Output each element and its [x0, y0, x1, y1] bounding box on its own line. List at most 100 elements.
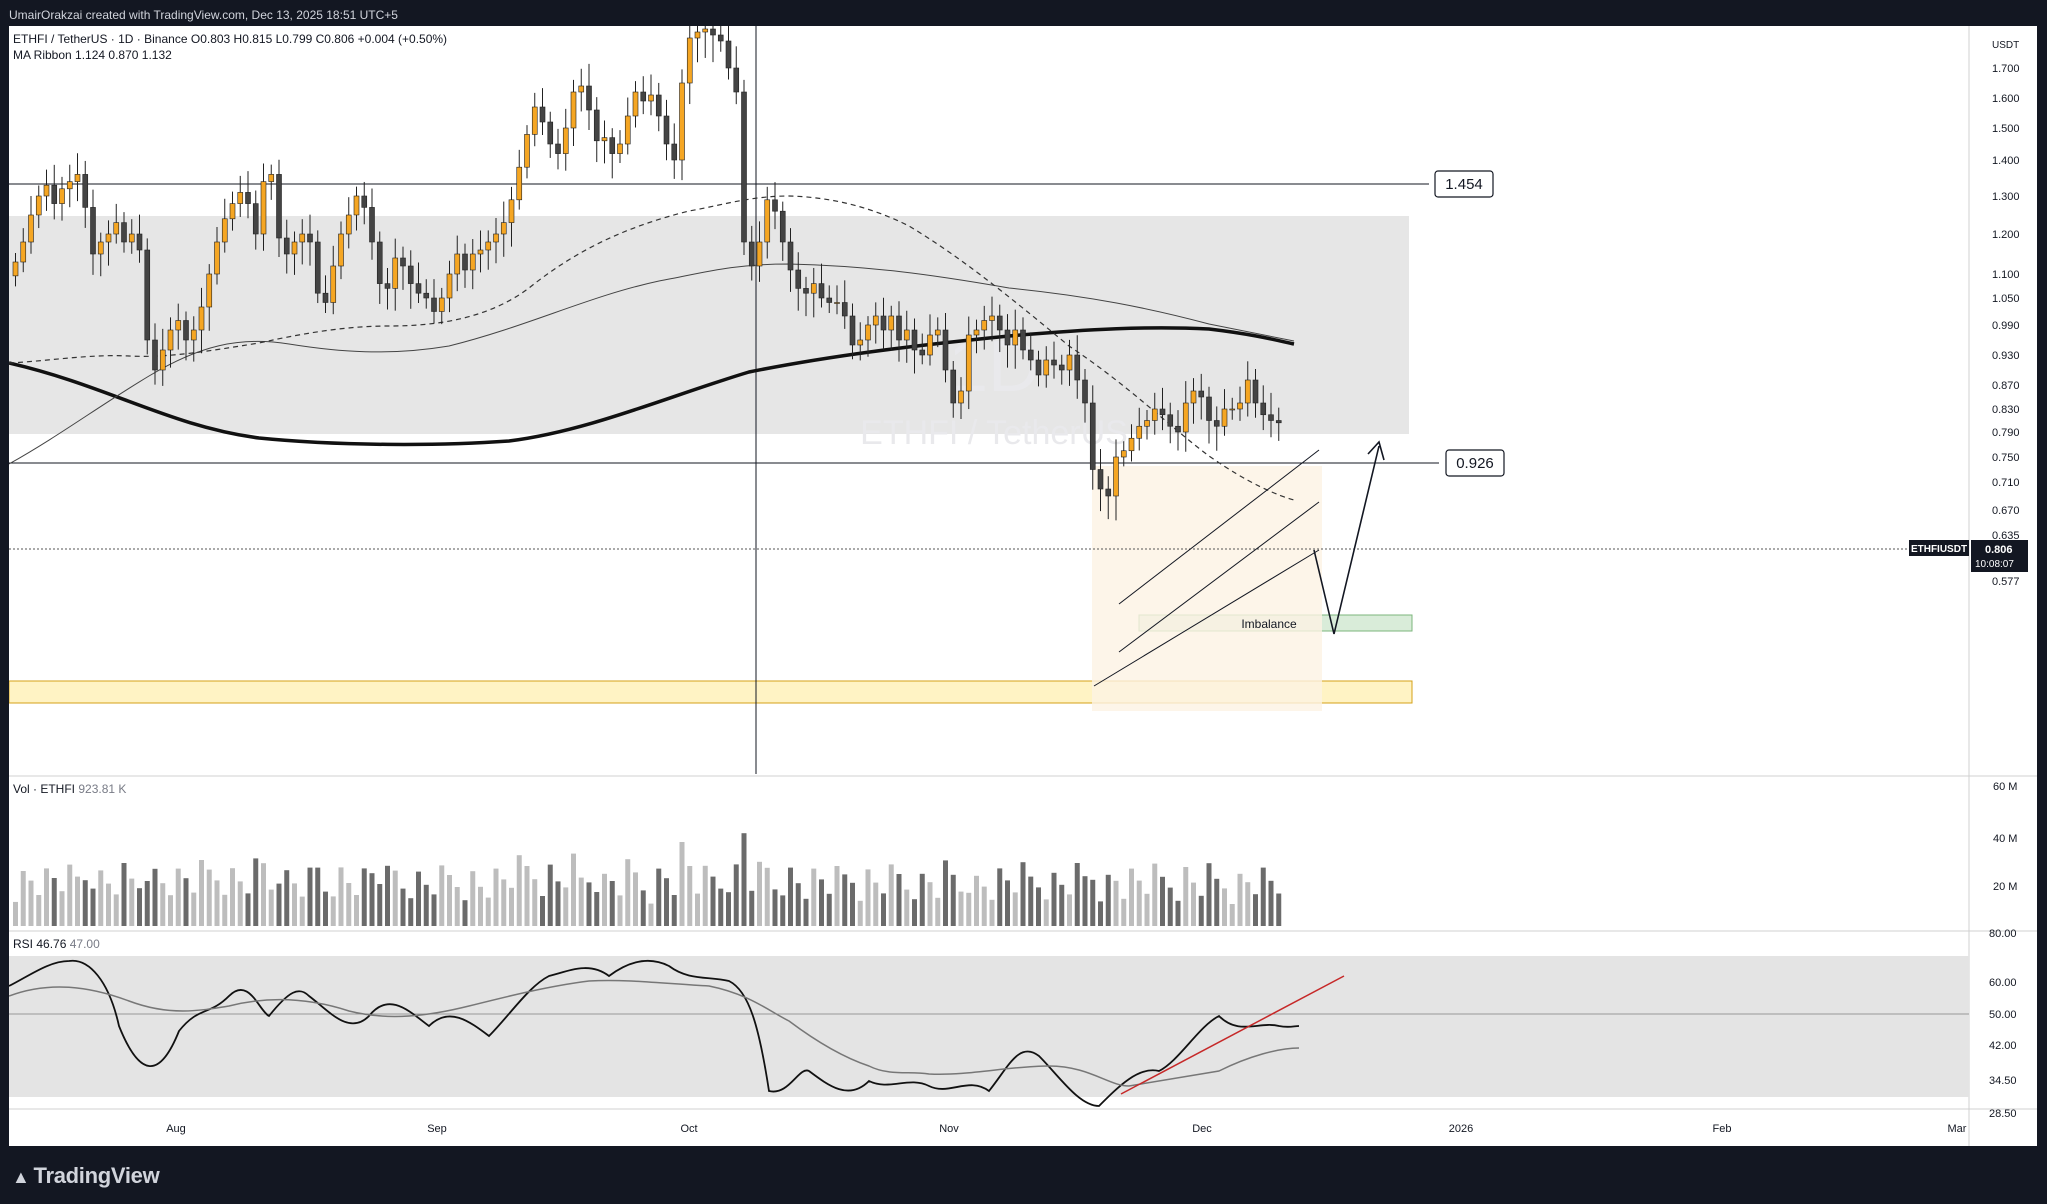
volume-bar: [199, 860, 204, 926]
volume-bar: [981, 886, 987, 926]
candle-body: [167, 329, 174, 351]
candle-body: [1113, 456, 1119, 497]
volume-bar: [1206, 863, 1212, 926]
candle-body: [578, 85, 585, 93]
volume-bar: [377, 884, 383, 926]
time-tick: Aug: [166, 1123, 186, 1135]
volume-bar: [175, 868, 181, 926]
time-tick: Mar: [1948, 1123, 1967, 1135]
volume-bar: [873, 882, 879, 926]
candle-body: [1237, 402, 1243, 410]
volume-bar: [330, 896, 336, 926]
volume-bar: [935, 897, 941, 926]
candle-body: [206, 273, 213, 308]
rsi-axis: 80.00 60.00 50.00 42.00 34.50 28.50: [1989, 928, 2017, 1120]
symbol-legend[interactable]: ETHFI / TetherUS · 1D · Binance O0.803 H…: [13, 32, 447, 46]
ma-label: MA Ribbon: [13, 48, 72, 62]
candle-body: [524, 134, 530, 168]
candle-body: [454, 253, 461, 275]
candle-body: [934, 329, 941, 336]
volume-bar: [609, 881, 615, 926]
volume-bar: [547, 864, 553, 926]
volume-legend[interactable]: Vol · ETHFI 923.81 K: [13, 782, 126, 796]
candle-body: [462, 253, 468, 271]
volume-bar: [571, 853, 576, 926]
volume-bar: [950, 874, 956, 926]
candle-body: [415, 283, 422, 294]
volume-bar: [563, 887, 569, 926]
candle-body: [539, 106, 546, 123]
price-axis: 1.700 1.600 1.500 1.400 1.300 1.200 1.100 1.050…: [1992, 63, 2020, 588]
candle-body: [407, 265, 414, 284]
candle-body: [469, 253, 476, 271]
volume-bar: [447, 875, 452, 926]
volume-bar: [764, 867, 770, 926]
price-tick: 0.670: [1992, 505, 2020, 517]
volume-bar: [299, 896, 305, 926]
volume-bar: [1245, 882, 1251, 926]
candle-body: [35, 195, 42, 216]
ohlc-values: O0.803 H0.815 L0.799 C0.806 +0.004 (+0.5…: [190, 32, 448, 46]
volume-bar: [780, 895, 786, 926]
volume-bar: [578, 877, 584, 926]
volume-bar: [144, 881, 150, 926]
candle-body: [260, 181, 267, 235]
volume-bar: [826, 893, 832, 926]
candle-body: [322, 292, 329, 303]
price-tick: 1.500: [1992, 123, 2020, 135]
candle-body: [1252, 379, 1259, 404]
candle-body: [958, 390, 964, 404]
candle-body: [896, 315, 902, 341]
candle-body: [694, 31, 701, 39]
candle-body: [772, 199, 778, 212]
candle-body: [90, 207, 96, 255]
candle-body: [105, 233, 112, 243]
projection-path: [1313, 445, 1380, 635]
candle-body: [741, 91, 747, 243]
rsi-tick: 28.50: [1989, 1108, 2017, 1120]
price-tick: 1.400: [1992, 155, 2020, 167]
candle-body: [1035, 359, 1042, 376]
candle-body: [438, 297, 445, 312]
candle-body: [748, 241, 755, 267]
last-price-value: 0.806: [1985, 544, 2013, 556]
volume-bar: [408, 898, 414, 926]
candle-body: [82, 174, 89, 208]
volume-bar: [888, 864, 894, 926]
ma-fast-line: [9, 195, 1295, 501]
time-tick: Dec: [1192, 1123, 1212, 1135]
volume-bar: [13, 901, 18, 926]
candle-body: [121, 222, 127, 243]
channel-highlight: [1092, 466, 1322, 711]
volume-bar: [1129, 868, 1134, 926]
volume-bar: [842, 874, 848, 926]
volume-bar: [470, 871, 476, 926]
volume-bar: [966, 892, 972, 926]
volume-bar: [664, 878, 669, 926]
volume-bar: [1090, 879, 1096, 926]
tradingview-logo[interactable]: ▲ TradingView: [12, 1163, 160, 1189]
volume-tick: 20 M: [1993, 881, 2017, 893]
chart-svg[interactable]: 1D ETHFI / TetherUS 1.454: [9, 26, 2037, 1146]
price-tick: 0.577: [1992, 576, 2020, 588]
volume-bar: [633, 872, 638, 926]
rsi-legend[interactable]: RSI 46.76 47.00: [13, 937, 100, 951]
volume-bar: [865, 869, 871, 926]
candle-body: [1066, 354, 1073, 371]
ma-legend[interactable]: MA Ribbon 1.124 0.870 1.132: [13, 48, 172, 62]
price-tick: 0.750: [1992, 452, 2020, 464]
volume-bar: [617, 895, 623, 926]
volume-bar: [718, 888, 724, 926]
volume-bar: [1276, 893, 1282, 926]
candle-body: [291, 241, 298, 255]
rsi-value-2: 47.00: [69, 937, 100, 951]
chart-area[interactable]: 1D ETHFI / TetherUS 1.454: [9, 26, 2037, 1146]
candle-body: [477, 249, 484, 255]
volume-bar: [478, 886, 483, 926]
candle-body: [1012, 329, 1019, 346]
volume-bar: [974, 875, 979, 926]
candle-body: [214, 241, 220, 275]
volume-bar: [28, 880, 34, 926]
time-tick: 2026: [1449, 1123, 1473, 1135]
volume-bar: [206, 869, 212, 926]
